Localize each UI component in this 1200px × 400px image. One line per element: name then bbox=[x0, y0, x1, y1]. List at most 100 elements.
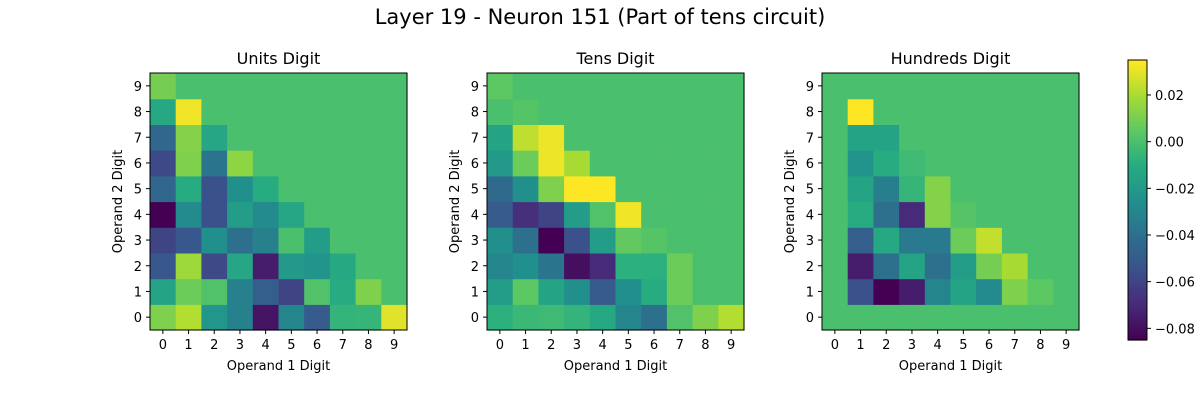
hundreds-digit-cell-r7-c9 bbox=[1053, 124, 1080, 151]
tens-digit-cell-r1-c4 bbox=[589, 278, 617, 305]
units-digit-cell-r9-c0 bbox=[150, 73, 177, 100]
tens-digit-cell-r7-c8 bbox=[692, 124, 719, 151]
tens-digit-cell-r0-c5 bbox=[615, 304, 642, 331]
tens-digit-cell-r9-c8 bbox=[692, 73, 719, 100]
units-digit-cell-r5-c7 bbox=[329, 175, 357, 203]
tens-digit-cell-r8-c2 bbox=[538, 98, 565, 125]
colorbar-segment bbox=[1128, 155, 1147, 159]
units-digit-cell-r2-c9 bbox=[381, 252, 408, 280]
tens-digit-cell-r1-c0 bbox=[487, 278, 514, 305]
hundreds-digit-cell-r0-c9 bbox=[1053, 304, 1080, 331]
units-digit-cell-r5-c2 bbox=[201, 175, 228, 203]
tens-digit-xtick-label-7: 7 bbox=[676, 338, 684, 353]
hundreds-digit-cell-r4-c6 bbox=[976, 201, 1003, 228]
units-digit-cell-r7-c8 bbox=[355, 124, 382, 151]
units-digit-cell-r5-c9 bbox=[381, 175, 408, 203]
colorbar-segment bbox=[1128, 76, 1147, 80]
colorbar-segment bbox=[1128, 312, 1147, 315]
colorbar-segment bbox=[1128, 153, 1147, 157]
units-digit-cell-r4-c8 bbox=[355, 201, 382, 228]
units-digit-cell-r8-c8 bbox=[355, 98, 382, 125]
tens-digit-cell-r5-c4 bbox=[589, 175, 617, 203]
units-digit-cell-r2-c8 bbox=[355, 252, 382, 280]
colorbar-segment bbox=[1128, 251, 1147, 255]
colorbar-segment bbox=[1128, 99, 1147, 103]
hundreds-digit-cell-r2-c4 bbox=[924, 252, 952, 280]
hundreds-digit-cell-r2-c6 bbox=[976, 252, 1003, 280]
units-digit-cell-r3-c2 bbox=[201, 227, 228, 254]
units-digit-cell-r4-c6 bbox=[304, 201, 331, 228]
colorbar-segment bbox=[1128, 188, 1147, 192]
tens-digit-cell-r8-c8 bbox=[692, 98, 719, 125]
units-digit-cell-r1-c2 bbox=[201, 278, 228, 305]
hundreds-digit-cell-r3-c3 bbox=[899, 227, 926, 254]
tens-digit-cell-r4-c1 bbox=[512, 201, 539, 228]
hundreds-digit-cell-r3-c6 bbox=[976, 227, 1003, 254]
hundreds-digit-cell-r6-c9 bbox=[1053, 150, 1080, 177]
tens-digit-cell-r3-c1 bbox=[512, 227, 539, 254]
hundreds-digit-cell-r7-c0 bbox=[822, 124, 849, 151]
colorbar-segment bbox=[1128, 333, 1147, 336]
hundreds-digit-cell-r1-c3 bbox=[899, 278, 926, 305]
colorbar-segment bbox=[1128, 260, 1147, 264]
tens-digit-cell-r9-c5 bbox=[615, 73, 642, 100]
units-digit-cell-r4-c4 bbox=[252, 201, 280, 228]
colorbar-frame bbox=[1127, 59, 1148, 341]
units-digit-cell-r2-c5 bbox=[278, 252, 305, 280]
colorbar-segment bbox=[1128, 274, 1147, 278]
colorbar-segment bbox=[1128, 102, 1147, 105]
units-digit-cell-r9-c4 bbox=[252, 73, 280, 100]
tens-digit-cell-r8-c6 bbox=[641, 98, 668, 125]
units-digit-cell-r7-c7 bbox=[329, 124, 357, 151]
tens-digit-cell-r1-c2 bbox=[538, 278, 565, 305]
hundreds-digit-cell-r3-c9 bbox=[1053, 227, 1080, 254]
units-digit-ytick-label-8: 8 bbox=[134, 106, 142, 121]
hundreds-digit-cell-r9-c8 bbox=[1027, 73, 1054, 100]
tens-digit-cell-r8-c0 bbox=[487, 98, 514, 125]
colorbar-segment bbox=[1128, 228, 1147, 231]
tens-digit-cell-r4-c3 bbox=[564, 201, 591, 228]
colorbar-segment bbox=[1128, 309, 1147, 313]
hundreds-digit-cell-r5-c2 bbox=[873, 175, 900, 203]
tens-digit-cell-r3-c3 bbox=[564, 227, 591, 254]
hundreds-digit-xtick-label-9: 9 bbox=[1062, 338, 1070, 353]
hundreds-digit-cell-r9-c6 bbox=[976, 73, 1003, 100]
colorbar-segment bbox=[1128, 183, 1147, 187]
units-digit-cell-r7-c5 bbox=[278, 124, 305, 151]
tens-digit-ytick-label-4: 4 bbox=[471, 208, 479, 223]
colorbar-segment bbox=[1128, 97, 1147, 101]
units-digit-cell-r3-c9 bbox=[381, 227, 408, 254]
hundreds-digit-cell-r4-c7 bbox=[1001, 201, 1029, 228]
tens-digit-cell-r7-c0 bbox=[487, 124, 514, 151]
units-digit-cell-r3-c6 bbox=[304, 227, 331, 254]
hundreds-digit-cell-r7-c3 bbox=[899, 124, 926, 151]
hundreds-digit-cell-r0-c1 bbox=[847, 304, 874, 331]
units-digit-cell-r1-c8 bbox=[355, 278, 382, 305]
hundreds-digit-cell-r9-c1 bbox=[847, 73, 874, 100]
tens-digit-cell-r0-c1 bbox=[512, 304, 539, 331]
colorbar-segment bbox=[1128, 83, 1147, 87]
colorbar-segment bbox=[1128, 92, 1147, 96]
units-digit-cell-r0-c4 bbox=[252, 304, 280, 331]
colorbar-segment bbox=[1128, 298, 1147, 301]
hundreds-digit-cell-r4-c1 bbox=[847, 201, 874, 228]
hundreds-digit-ylabel: Operand 2 Digit bbox=[783, 150, 798, 253]
units-digit-cell-r8-c3 bbox=[227, 98, 254, 125]
units-digit-cell-r8-c9 bbox=[381, 98, 408, 125]
tens-digit-cell-r3-c5 bbox=[615, 227, 642, 254]
colorbar-segment bbox=[1128, 172, 1147, 175]
units-digit-cell-r0-c5 bbox=[278, 304, 305, 331]
units-digit-cell-r4-c7 bbox=[329, 201, 357, 228]
units-digit-cell-r2-c0 bbox=[150, 252, 177, 280]
tens-digit-cell-r5-c9 bbox=[718, 175, 745, 203]
units-digit-cell-r3-c3 bbox=[227, 227, 254, 254]
colorbar-segment bbox=[1128, 337, 1147, 341]
hundreds-digit-cell-r2-c2 bbox=[873, 252, 900, 280]
colorbar-segment bbox=[1128, 151, 1147, 154]
units-digit-cell-r9-c2 bbox=[201, 73, 228, 100]
tens-digit-cell-r1-c8 bbox=[692, 278, 719, 305]
hundreds-digit-cell-r5-c5 bbox=[950, 175, 977, 203]
tens-digit-cell-r7-c4 bbox=[589, 124, 617, 151]
colorbar-segment bbox=[1128, 176, 1147, 180]
units-digit-cell-r6-c4 bbox=[252, 150, 280, 177]
